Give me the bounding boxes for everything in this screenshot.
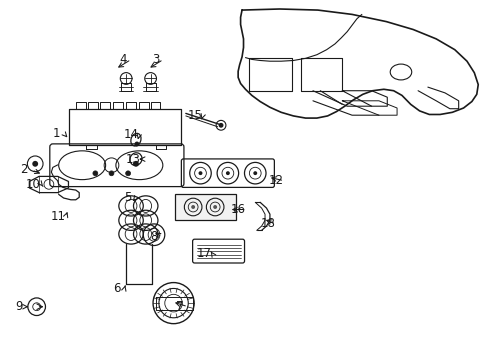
Text: 11: 11 bbox=[50, 210, 65, 223]
Circle shape bbox=[253, 171, 257, 175]
Text: 3: 3 bbox=[151, 53, 159, 66]
Text: 9: 9 bbox=[15, 300, 22, 313]
Circle shape bbox=[198, 171, 202, 175]
Circle shape bbox=[133, 161, 139, 167]
Text: 4: 4 bbox=[119, 53, 127, 66]
Circle shape bbox=[109, 171, 114, 176]
Circle shape bbox=[125, 171, 130, 176]
Circle shape bbox=[134, 141, 139, 147]
Text: 2: 2 bbox=[20, 163, 27, 176]
Circle shape bbox=[32, 161, 38, 167]
Text: 17: 17 bbox=[197, 247, 211, 260]
Circle shape bbox=[218, 123, 223, 128]
Text: 5: 5 bbox=[124, 191, 132, 204]
Text: 10: 10 bbox=[26, 178, 41, 191]
Text: 6: 6 bbox=[112, 282, 120, 295]
Text: 8: 8 bbox=[150, 230, 158, 243]
Circle shape bbox=[213, 205, 217, 209]
Circle shape bbox=[225, 171, 229, 175]
Text: 7: 7 bbox=[176, 300, 183, 313]
Text: 18: 18 bbox=[260, 217, 275, 230]
Circle shape bbox=[93, 171, 98, 176]
Text: 14: 14 bbox=[123, 129, 138, 141]
Text: 15: 15 bbox=[187, 109, 202, 122]
Text: 1: 1 bbox=[52, 127, 60, 140]
Text: 13: 13 bbox=[125, 153, 140, 166]
Circle shape bbox=[191, 205, 195, 209]
Text: 12: 12 bbox=[268, 174, 283, 187]
Text: 16: 16 bbox=[231, 203, 245, 216]
Bar bbox=[175, 194, 236, 220]
